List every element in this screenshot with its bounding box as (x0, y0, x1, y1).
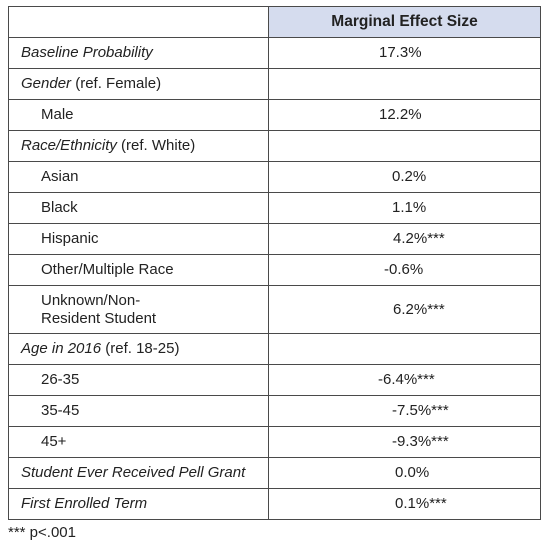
row-ref-text: (ref. Female) (71, 75, 162, 92)
row-label-text: Baseline Probability (21, 44, 153, 61)
row-label-text: Other/Multiple Race (41, 261, 174, 278)
significance-note: *** p<.001 (8, 524, 76, 541)
header-blank-cell (8, 6, 269, 38)
row-label: Asian (8, 161, 269, 193)
row-label-text: First Enrolled Term (21, 495, 148, 512)
row-label-text: Race/Ethnicity (21, 137, 117, 154)
marginal-effects-table-container: Marginal Effect Size Baseline Probabilit… (8, 6, 541, 520)
row-label: 26-35 (8, 364, 269, 396)
row-label: Baseline Probability (8, 37, 269, 69)
row-value: 0.1%*** (268, 488, 541, 520)
table-row: Other/Multiple Race -0.6% (8, 254, 541, 286)
row-value: 4.2%*** (268, 223, 541, 255)
table-row: Age in 2016 (ref. 18-25) (8, 333, 541, 365)
row-value-text: -9.3%*** (392, 433, 449, 450)
row-label: Black (8, 192, 269, 224)
row-ref-text: (ref. White) (116, 137, 196, 154)
row-value-text: 0.1%*** (395, 495, 447, 512)
row-value-text: 12.2% (379, 106, 422, 123)
table-row: Black 1.1% (8, 192, 541, 224)
row-label: Other/Multiple Race (8, 254, 269, 286)
row-label: Student Ever Received Pell Grant (8, 457, 269, 489)
row-label-text: Student Ever Received Pell Grant (21, 464, 246, 481)
row-value (268, 333, 541, 365)
row-value-text: 1.1% (392, 199, 427, 216)
table-header-row: Marginal Effect Size (8, 6, 541, 38)
row-label: Unknown/Non- Resident Student (8, 285, 269, 334)
marginal-effects-table: Marginal Effect Size Baseline Probabilit… (8, 6, 541, 520)
row-label: 45+ (8, 426, 269, 458)
row-value: -9.3%*** (268, 426, 541, 458)
row-value-text: 17.3% (379, 44, 422, 61)
row-value-text: -6.4%*** (378, 371, 435, 388)
row-label-text: Gender (21, 75, 72, 92)
row-value (268, 130, 541, 162)
row-value: 0.2% (268, 161, 541, 193)
row-value-text: -0.6% (384, 261, 424, 278)
row-label: Age in 2016 (ref. 18-25) (8, 333, 269, 365)
row-ref-text: (ref. 18-25) (101, 340, 180, 357)
row-label-line1: Unknown/Non- (41, 291, 141, 309)
row-value: -7.5%*** (268, 395, 541, 427)
row-label: First Enrolled Term (8, 488, 269, 520)
row-value-text: 0.0% (395, 464, 430, 481)
table-row: Male 12.2% (8, 99, 541, 131)
table-row: Hispanic 4.2%*** (8, 223, 541, 255)
table-row: First Enrolled Term 0.1%*** (8, 488, 541, 520)
row-label-text: Hispanic (41, 230, 99, 247)
table-row: Student Ever Received Pell Grant 0.0% (8, 457, 541, 489)
row-value: 0.0% (268, 457, 541, 489)
table-row: Baseline Probability 17.3% (8, 37, 541, 69)
table-row: 45+ -9.3%*** (8, 426, 541, 458)
row-value: -0.6% (268, 254, 541, 286)
row-label-line2: Resident Student (41, 309, 157, 327)
row-label: 35-45 (8, 395, 269, 427)
row-label-text: Age in 2016 (21, 340, 102, 357)
row-value: 17.3% (268, 37, 541, 69)
row-value (268, 68, 541, 100)
table-row: 26-35 -6.4%*** (8, 364, 541, 396)
row-label-text: 26-35 (41, 371, 80, 388)
row-label-text: Black (41, 199, 78, 216)
table-row: 35-45 -7.5%*** (8, 395, 541, 427)
row-value: 1.1% (268, 192, 541, 224)
table-row: Asian 0.2% (8, 161, 541, 193)
row-value-text: -7.5%*** (392, 402, 449, 419)
table-row: Race/Ethnicity (ref. White) (8, 130, 541, 162)
row-label: Gender (ref. Female) (8, 68, 269, 100)
row-label-text: Asian (41, 168, 79, 185)
row-label-text: 35-45 (41, 402, 80, 419)
table-row: Gender (ref. Female) (8, 68, 541, 100)
row-label-text: 45+ (41, 433, 67, 450)
column-header-marginal-effect: Marginal Effect Size (268, 6, 541, 38)
row-value: 12.2% (268, 99, 541, 131)
row-label-text: Male (41, 106, 74, 123)
row-label: Race/Ethnicity (ref. White) (8, 130, 269, 162)
row-label: Hispanic (8, 223, 269, 255)
row-value-text: 0.2% (392, 168, 427, 185)
row-value: -6.4%*** (268, 364, 541, 396)
row-label: Male (8, 99, 269, 131)
table-row: Unknown/Non- Resident Student 6.2%*** (8, 285, 541, 334)
row-value: 6.2%*** (268, 285, 541, 334)
row-value-text: 6.2%*** (393, 300, 445, 318)
row-value-text: 4.2%*** (393, 230, 445, 247)
